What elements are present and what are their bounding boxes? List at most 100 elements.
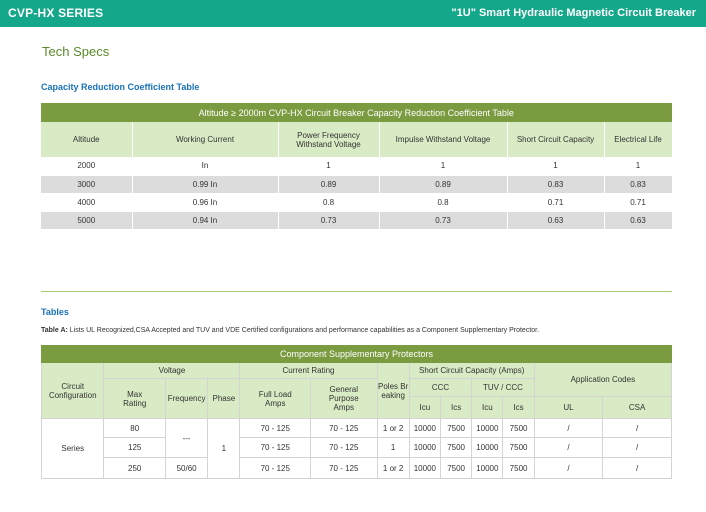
- table-row: 4000 0.96 In 0.8 0.8 0.71 0.71: [41, 193, 673, 212]
- table-row: 2000 In 1 1 1 1: [41, 157, 673, 176]
- cell-icu: 10000: [408, 418, 441, 438]
- capacity-table: Altitude ≥ 2000m CVP-HX Circuit Breaker …: [41, 103, 673, 230]
- col-ics: Ics: [502, 396, 535, 419]
- section-divider: [41, 291, 672, 292]
- cell-electrical-life: 0.83: [604, 175, 673, 194]
- cell-general-purpose: 70 - 125: [310, 418, 378, 438]
- col-phase: Phase: [207, 378, 241, 419]
- desc-label: Table A:: [41, 327, 68, 334]
- cell-icu: 10000: [471, 437, 504, 458]
- col-ccc: CCC: [408, 378, 473, 397]
- cell-ics: 7500: [502, 457, 535, 479]
- col-header: Short Circuit Capacity: [507, 122, 605, 157]
- col-header: Altitude: [41, 122, 133, 157]
- col-app-codes: Application Codes: [533, 362, 673, 397]
- cell-max-rating: 250: [103, 457, 166, 479]
- col-header: Impulse Withstand Voltage: [379, 122, 508, 157]
- cell-csa: /: [602, 437, 672, 458]
- cell-ul: /: [533, 437, 604, 458]
- cell-general-purpose: 70 - 125: [310, 437, 378, 458]
- col-csa: CSA: [602, 396, 672, 419]
- cell-icu: 10000: [408, 457, 441, 479]
- cell-electrical-life: 1: [604, 157, 673, 176]
- cell-power-frequency: 1: [278, 157, 380, 176]
- cell-impulse: 1: [379, 157, 508, 176]
- table-row: 3000 0.99 In 0.89 0.89 0.83 0.83: [41, 175, 673, 194]
- table-row: Series 80 --- 1 70 - 125 70 - 125 1 or 2…: [40, 418, 672, 479]
- col-current-rating: Current Rating: [239, 362, 378, 379]
- cell-working-current: 0.96 In: [132, 193, 279, 212]
- col-poles-breaking: Poles Breaking: [376, 362, 410, 419]
- col-tuv-ccc: TUV / CCC: [471, 378, 535, 397]
- col-full-load: Full Load Amps: [239, 378, 312, 419]
- cell-ics: 7500: [502, 437, 535, 458]
- cell-full-load: 70 - 125: [239, 437, 312, 458]
- cell-impulse: 0.89: [379, 175, 508, 194]
- desc-text: Lists UL Recognized,CSA Accepted and TUV…: [67, 327, 540, 334]
- cell-altitude: 2000: [41, 157, 133, 176]
- col-frequency: Frequency: [164, 378, 209, 419]
- cell-ics: 7500: [439, 418, 473, 438]
- table-row: 125 70 - 125 70 - 125 1 10000 7500 10000…: [42, 437, 672, 458]
- cell-icu: 10000: [471, 457, 504, 479]
- cell-working-current: 0.99 In: [132, 175, 279, 194]
- table-row: 5000 0.94 In 0.73 0.73 0.63 0.63: [41, 211, 673, 230]
- cell-phase-merged: 1: [207, 418, 241, 479]
- col-header: Working Current: [132, 122, 279, 157]
- col-ul: UL: [533, 396, 604, 419]
- cell-electrical-life: 0.63: [604, 211, 673, 230]
- capacity-subtitle: Capacity Reduction Coefficient Table: [41, 82, 200, 92]
- page-header: CVP-HX SERIES "1U" Smart Hydraulic Magne…: [0, 0, 706, 27]
- col-short-circuit: Short Circuit Capacity (Amps): [408, 362, 535, 379]
- cell-altitude: 5000: [41, 211, 133, 230]
- cell-altitude: 4000: [41, 193, 133, 212]
- cell-csa: /: [602, 418, 672, 438]
- cell-ics: 7500: [502, 418, 535, 438]
- col-header: Power Frequency Withstand Voltage: [278, 122, 380, 157]
- tables-subtitle: Tables: [41, 307, 69, 317]
- col-icu: Icu: [408, 396, 441, 419]
- cell-impulse: 0.73: [379, 211, 508, 230]
- cell-max-rating: 80: [103, 418, 166, 438]
- table-row: 250 50/60 70 - 125 70 - 125 1 or 2 10000…: [42, 457, 672, 479]
- cell-power-frequency: 0.89: [278, 175, 380, 194]
- table-a-description: Table A: Lists UL Recognized,CSA Accepte…: [41, 327, 539, 334]
- col-circuit-config: Circuit Configuration: [40, 362, 105, 419]
- cell-electrical-life: 0.71: [604, 193, 673, 212]
- col-max-rating: Max Rating: [103, 378, 166, 419]
- cell-working-current: 0.94 In: [132, 211, 279, 230]
- cell-power-frequency: 0.8: [278, 193, 380, 212]
- col-header: Electrical Life: [604, 122, 673, 157]
- cell-csa: /: [602, 457, 672, 479]
- capacity-table-title: Altitude ≥ 2000m CVP-HX Circuit Breaker …: [41, 103, 673, 122]
- component-protectors-table: Component Supplementary Protectors Circu…: [40, 345, 673, 479]
- cell-frequency-merged: ---: [164, 418, 209, 458]
- cell-short-circuit: 0.63: [507, 211, 605, 230]
- cell-series: Series: [40, 418, 105, 479]
- col-general-purpose: General Purpose Amps: [310, 378, 378, 419]
- cell-general-purpose: 70 - 125: [310, 457, 378, 479]
- cell-poles: 1 or 2: [376, 457, 410, 479]
- cell-poles: 1 or 2: [376, 418, 410, 438]
- cell-ics: 7500: [439, 457, 473, 479]
- cell-ics: 7500: [439, 437, 473, 458]
- capacity-header-row: Altitude Working Current Power Frequency…: [41, 122, 673, 157]
- cell-icu: 10000: [471, 418, 504, 438]
- cell-power-frequency: 0.73: [278, 211, 380, 230]
- col-icu: Icu: [471, 396, 504, 419]
- component-table-title: Component Supplementary Protectors: [41, 345, 672, 363]
- cell-ul: /: [533, 457, 604, 479]
- cell-short-circuit: 0.83: [507, 175, 605, 194]
- series-name: CVP-HX SERIES: [8, 6, 104, 20]
- cell-altitude: 3000: [41, 175, 133, 194]
- cell-frequency: 50/60: [164, 457, 209, 479]
- cell-poles: 1: [376, 437, 410, 458]
- cell-short-circuit: 1: [507, 157, 605, 176]
- cell-full-load: 70 - 125: [239, 418, 312, 438]
- col-ics: Ics: [439, 396, 473, 419]
- cell-icu: 10000: [408, 437, 441, 458]
- col-voltage: Voltage: [103, 362, 241, 379]
- cell-max-rating: 125: [103, 437, 166, 458]
- cell-ul: /: [533, 418, 604, 438]
- cell-full-load: 70 - 125: [239, 457, 312, 479]
